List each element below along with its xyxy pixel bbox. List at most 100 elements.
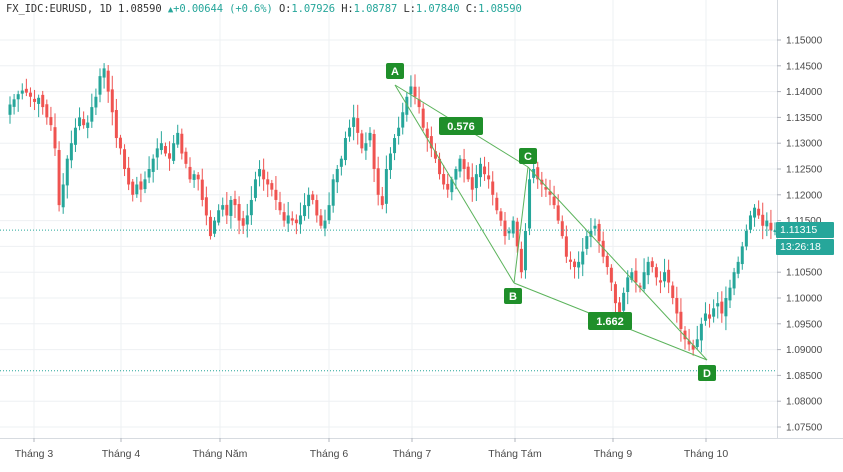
candle [728,279,732,308]
candle [523,223,527,279]
candle [98,68,102,103]
candle [675,286,679,323]
candle [24,78,28,97]
candle [495,192,499,215]
bar-countdown-badge: 13:26:18 [776,239,834,256]
y-tick-label: 1.09500 [786,319,823,330]
candle [687,328,691,351]
candle [180,128,184,160]
candle [278,191,282,215]
candle [159,131,163,155]
candle [409,75,413,108]
candle [225,192,229,225]
candle [90,93,94,128]
candle [82,111,86,129]
candle [397,116,401,145]
pattern-point-c[interactable]: C [519,148,537,164]
candle [491,171,495,206]
x-tick-label: Tháng 4 [102,448,141,460]
candle [327,192,331,225]
interval-label[interactable]: 1D [99,3,112,15]
pattern-point-a[interactable]: A [386,63,404,79]
candle [37,94,41,118]
candle [536,161,540,189]
candle [331,174,335,213]
symbol-legend: FX_IDC:EURUSD, 1D 1.08590 ▲+0.00644 (+0.… [6,3,522,15]
x-tick-label: Tháng 7 [393,448,432,460]
candle [626,270,630,305]
candle [748,210,752,234]
candle [388,147,392,179]
candle [41,90,45,115]
pattern-point-label: B [509,291,517,303]
candle [213,217,217,238]
candle [200,168,204,207]
candle [135,176,139,198]
candle [544,178,548,197]
y-tick-label: 1.07500 [786,423,823,434]
candle [253,171,257,202]
pattern-point-b[interactable]: B [504,288,522,304]
candle [168,141,172,171]
candle [646,256,650,285]
y-tick-label: 1.13000 [786,139,823,150]
candle [45,99,49,125]
pattern-ratio-label[interactable]: 0.576 [439,117,483,135]
candle [585,230,589,255]
pattern-point-d[interactable]: D [698,365,716,381]
candle [671,281,675,305]
open-label: O: [278,3,292,15]
candle [380,186,384,210]
candle [744,224,748,251]
candle [568,251,572,270]
candle [703,302,707,326]
close-label: C: [465,3,479,15]
candle [8,96,12,124]
abcd-pattern[interactable]: A B C D 0.576 1.662 [386,63,716,381]
candle [483,156,487,181]
candle [233,190,237,218]
candle [258,160,262,187]
candle [401,102,405,135]
current-price-badge: 1.11315 [776,222,834,239]
candle [499,208,503,227]
grid [0,0,777,438]
candle [732,267,736,296]
candle [290,211,294,226]
candle [376,156,380,206]
candle [286,201,290,232]
candle [462,148,466,183]
price-change: +0.00644 (+0.6%) [173,3,273,15]
y-tick-label: 1.08000 [786,397,823,408]
pattern-point-label: C [524,151,532,163]
candle [450,176,454,201]
candle [757,200,761,219]
symbol-name[interactable]: FX_IDC:EURUSD [6,3,87,15]
high-value: 1.08787 [353,3,398,15]
candle [507,227,511,240]
last-price: 1.08590 [118,3,162,15]
candle [208,210,212,240]
close-value: 1.08590 [478,3,522,15]
open-value: 1.07926 [291,3,335,15]
candle [609,264,613,291]
candle [466,162,470,182]
high-label: H: [341,3,354,15]
y-tick-label: 1.12000 [786,190,823,201]
pattern-ratio-label[interactable]: 1.662 [588,312,632,330]
candle [511,216,515,238]
x-tick-label: Tháng 6 [310,448,349,460]
candle [458,155,462,178]
candle [151,154,155,183]
candle [303,193,307,221]
y-tick-label: 1.11500 [786,216,822,227]
candle [229,196,233,229]
candle [634,258,638,293]
candle [581,238,585,277]
candle [695,325,699,350]
time-axis[interactable]: Tháng 3 Tháng 4 Tháng Năm Tháng 6 Tháng 7 Thá… [15,438,729,460]
pattern-line [513,166,529,284]
y-tick-label: 1.14500 [786,61,823,72]
candle [540,171,544,197]
